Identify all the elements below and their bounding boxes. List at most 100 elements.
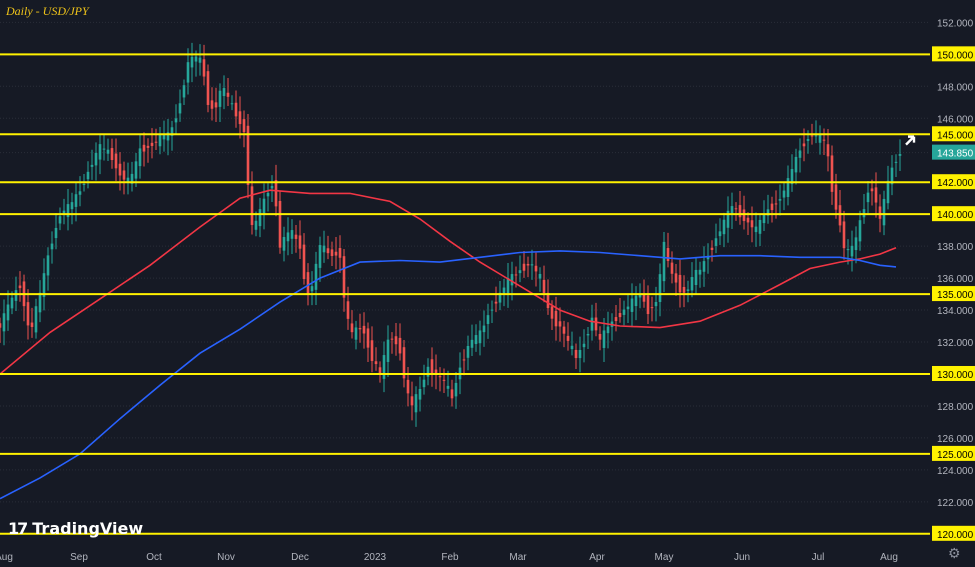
y-tick-label-5: 143.850 (937, 149, 974, 160)
candle-body-23 (90, 164, 94, 167)
candle-body-131 (522, 263, 526, 271)
candle-body-9 (34, 306, 38, 333)
candle-body-129 (514, 274, 518, 276)
candle-body-196 (782, 190, 786, 198)
candle-body-155 (618, 313, 622, 318)
candle-body-221 (882, 198, 886, 226)
candle-body-199 (794, 156, 798, 173)
x-tick-label-12: Aug (880, 552, 898, 563)
candle-body-22 (86, 171, 90, 180)
candle-body-58 (230, 103, 234, 105)
candle-body-31 (122, 170, 126, 180)
candle-body-65 (258, 209, 262, 227)
candle-body-15 (58, 216, 62, 224)
candle-body-27 (106, 149, 110, 154)
candle-body-34 (134, 161, 138, 179)
y-tick-badge-16 (932, 445, 975, 461)
candle-body-138 (550, 306, 554, 319)
candle-body-103 (410, 396, 414, 406)
candle-body-136 (542, 279, 546, 293)
candle-body-188 (750, 220, 754, 228)
candle-body-144 (574, 349, 578, 359)
candle-body-43 (170, 127, 174, 136)
candle-body-41 (162, 135, 166, 140)
candle-body-147 (586, 334, 590, 336)
candle-body-44 (174, 118, 178, 123)
y-tick-badge-19 (932, 525, 975, 541)
candle-body-54 (214, 102, 218, 108)
candle-body-225 (898, 154, 902, 156)
y-tick-label-18: 122.000 (937, 498, 974, 509)
gear-icon[interactable]: ⚙ (948, 545, 961, 561)
candle-body-11 (42, 273, 46, 297)
candle-body-28 (110, 148, 114, 161)
candle-body-185 (738, 205, 742, 218)
candle-body-118 (470, 339, 474, 348)
y-tick-label-4: 145.000 (937, 130, 974, 141)
candle-body-157 (626, 306, 630, 310)
candle-body-61 (242, 119, 246, 133)
candle-body-99 (394, 336, 398, 345)
candle-body-141 (562, 326, 566, 334)
candle-body-212 (846, 249, 850, 251)
candle-body-83 (330, 249, 334, 256)
y-tick-label-2: 148.000 (937, 82, 974, 93)
candle-body-50 (198, 57, 202, 63)
candle-body-36 (142, 144, 146, 152)
x-tick-label-2: Oct (146, 552, 162, 563)
candle-body-105 (418, 389, 422, 400)
candle-body-169 (674, 273, 678, 283)
x-tick-label-1: Sep (70, 552, 88, 563)
y-tick-label-9: 136.000 (937, 274, 974, 285)
y-tick-label-1: 150.000 (937, 50, 974, 61)
candle-body-208 (830, 155, 834, 192)
candle-body-127 (506, 277, 510, 294)
candle-body-177 (706, 255, 710, 260)
candle-body-46 (182, 85, 186, 98)
candle-body-121 (482, 325, 486, 333)
candle-body-26 (102, 148, 106, 150)
candle-body-81 (322, 245, 326, 253)
candle-body-151 (602, 330, 606, 348)
candle-body-210 (838, 205, 842, 226)
candle-body-82 (326, 248, 330, 254)
candle-body-30 (118, 163, 122, 176)
moving-average-line-0 (0, 189, 897, 375)
candle-body-109 (434, 369, 438, 375)
candle-body-13 (50, 243, 54, 250)
x-tick-label-11: Jul (812, 552, 825, 563)
x-tick-label-10: Jun (734, 552, 750, 563)
y-tick-badge-13 (932, 365, 975, 381)
candle-body-66 (262, 198, 266, 216)
candle-body-220 (878, 206, 882, 219)
candle-body-126 (502, 287, 506, 295)
candle-body-195 (778, 199, 782, 201)
candle-body-168 (670, 262, 674, 274)
candle-body-143 (570, 345, 574, 350)
candle-body-62 (246, 125, 250, 185)
y-tick-label-8: 138.000 (937, 242, 974, 253)
candle-body-192 (766, 209, 770, 216)
candle-body-135 (538, 273, 542, 279)
candle-body-222 (886, 180, 890, 204)
candle-body-215 (858, 220, 862, 242)
candle-body-3 (10, 297, 14, 309)
candle-body-156 (622, 309, 626, 315)
candle-body-84 (334, 251, 338, 256)
candle-body-40 (158, 134, 162, 147)
candle-body-5 (18, 285, 22, 289)
candle-body-125 (498, 292, 502, 303)
candle-body-171 (682, 287, 686, 293)
y-tick-label-15: 126.000 (937, 434, 974, 445)
candle-body-93 (370, 340, 374, 361)
chart-title: Daily - USD/JPY (6, 4, 89, 18)
candle-body-18 (70, 202, 74, 210)
candle-body-217 (866, 192, 870, 203)
x-tick-label-0: Aug (0, 552, 13, 563)
y-tick-label-0: 152.000 (937, 18, 974, 29)
y-tick-label-7: 140.000 (937, 210, 974, 221)
candle-body-12 (46, 255, 50, 276)
